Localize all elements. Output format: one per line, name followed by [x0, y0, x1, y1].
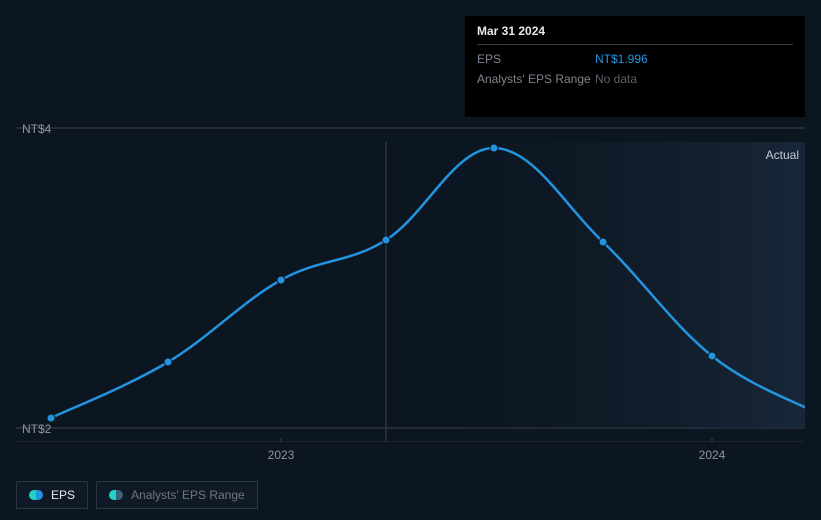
tooltip-value: NT$1.996 — [595, 52, 648, 66]
tooltip-row: Analysts' EPS Range No data — [477, 69, 793, 89]
chart-container: NT$4 NT$2 2023 2024 Actual Mar 31 2024 E… — [0, 0, 821, 520]
legend-label: Analysts' EPS Range — [131, 488, 245, 502]
actual-label: Actual — [766, 148, 799, 162]
y-tick-label: NT$2 — [22, 422, 51, 436]
legend-swatch — [29, 490, 43, 500]
chart-tooltip: Mar 31 2024 EPS NT$1.996 Analysts' EPS R… — [465, 16, 805, 117]
x-tick-label: 2024 — [699, 448, 726, 462]
tooltip-key: Analysts' EPS Range — [477, 72, 595, 86]
tooltip-key: EPS — [477, 52, 595, 66]
legend-item-eps[interactable]: EPS — [16, 481, 88, 509]
tooltip-value: No data — [595, 72, 637, 86]
legend-item-range[interactable]: Analysts' EPS Range — [96, 481, 258, 509]
legend-swatch — [109, 490, 123, 500]
y-tick-label: NT$4 — [22, 122, 51, 136]
legend: EPS Analysts' EPS Range — [16, 481, 258, 509]
tooltip-row: EPS NT$1.996 — [477, 49, 793, 69]
x-tick-label: 2023 — [268, 448, 295, 462]
legend-label: EPS — [51, 488, 75, 502]
tooltip-title: Mar 31 2024 — [477, 24, 793, 45]
